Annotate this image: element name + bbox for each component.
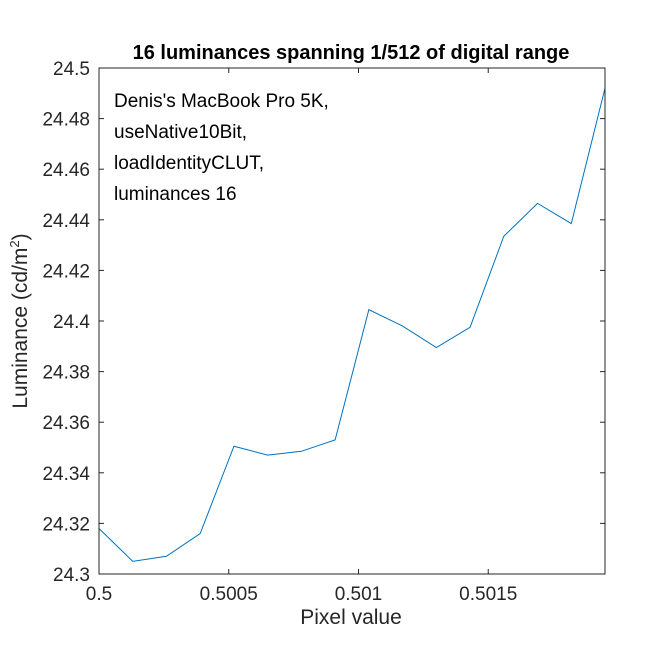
y-tick-label: 24.44 — [42, 211, 90, 232]
y-tick-label: 24.34 — [42, 464, 90, 485]
y-tick-label: 24.48 — [42, 110, 90, 131]
y-tick-label: 24.36 — [42, 413, 90, 434]
y-tick-label: 24.3 — [53, 565, 90, 586]
y-axis-label-main: Luminance (cd/m — [9, 248, 32, 409]
y-tick-label: 24.38 — [42, 363, 90, 384]
x-tick-label: 0.5 — [86, 584, 112, 605]
x-axis-label: Pixel value — [300, 606, 402, 629]
x-tick-label: 0.5005 — [200, 584, 258, 605]
annotation-text: Denis's MacBook Pro 5K, useNative10Bit, lo… — [114, 91, 329, 205]
annotation-line: loadIdentityCLUT, — [114, 153, 264, 174]
axes-box — [98, 67, 606, 575]
y-tick-label: 24.4 — [53, 312, 90, 333]
y-tick-label: 24.5 — [53, 59, 90, 80]
y-tick-label: 24.46 — [42, 160, 90, 181]
annotation-line: Denis's MacBook Pro 5K, — [114, 91, 329, 112]
annotation-line: useNative10Bit, — [114, 122, 247, 143]
series-line — [98, 88, 606, 562]
axis-ticks: 0.5 0.5005 0.501 0.5015 24.3 24.32 24.34 24.36 2… — [42, 59, 605, 605]
y-axis-label-end: ) — [9, 233, 32, 240]
y-tick-label: 24.32 — [42, 514, 90, 535]
plot-area — [99, 68, 605, 574]
x-tick-label: 0.5015 — [459, 584, 517, 605]
y-tick-label: 24.42 — [42, 261, 90, 282]
x-tick-label: 0.501 — [335, 584, 383, 605]
y-axis-label: Luminance (cd/m2) — [7, 233, 32, 408]
chart-title: 16 luminances spanning 1/512 of digital … — [133, 42, 570, 64]
annotation-line: luminances 16 — [114, 184, 237, 205]
y-axis-label-sup: 2 — [7, 240, 22, 247]
